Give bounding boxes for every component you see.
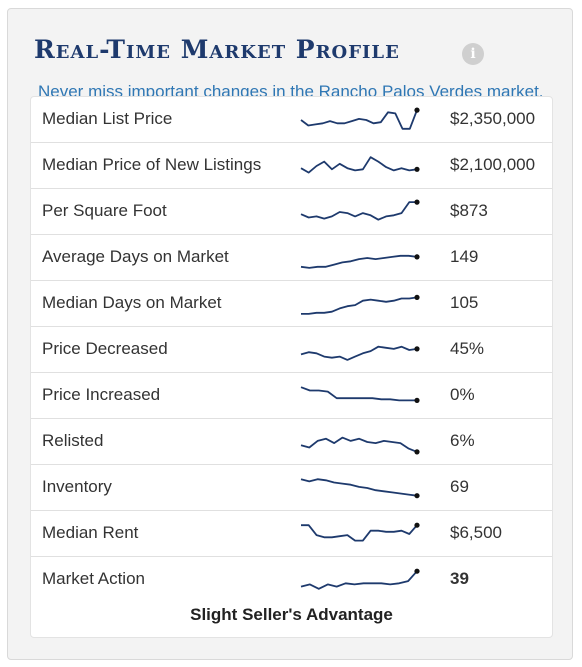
sparkline-chart bbox=[300, 107, 420, 130]
metric-row: Average Days on Market 149 bbox=[31, 235, 552, 281]
sparkline-endpoint bbox=[414, 397, 420, 403]
sparkline-endpoint bbox=[414, 294, 420, 300]
metric-label: Average Days on Market bbox=[42, 247, 229, 266]
metric-label: Median List Price bbox=[42, 109, 173, 128]
sparkline-endpoint bbox=[414, 166, 420, 172]
sparkline-trend-line bbox=[300, 386, 417, 402]
sparkline-endpoint bbox=[414, 449, 420, 455]
metric-value: 0% bbox=[450, 385, 475, 404]
metric-value: 69 bbox=[450, 477, 469, 496]
sparkline-trend-line bbox=[300, 345, 418, 361]
metric-row: Relisted 6% bbox=[31, 419, 552, 465]
metric-row: Price Decreased 45% bbox=[31, 327, 552, 373]
market-stats-table: Median List Price $2,350,000 Median Price … bbox=[30, 96, 553, 638]
metric-value: 105 bbox=[450, 293, 479, 312]
sparkline-trend-line bbox=[300, 109, 418, 130]
metric-label: Price Decreased bbox=[42, 339, 168, 358]
metric-label: Median Rent bbox=[42, 523, 139, 542]
metric-row: Inventory 69 bbox=[31, 465, 552, 511]
metric-label: Price Increased bbox=[42, 385, 161, 404]
sparkline-chart bbox=[300, 568, 420, 590]
metric-value: 39 bbox=[450, 569, 469, 588]
metric-label: Median Days on Market bbox=[42, 293, 222, 312]
sparkline-endpoint bbox=[414, 346, 420, 352]
metric-row: Per Square Foot $873 bbox=[31, 189, 552, 235]
metric-label: Market Action bbox=[42, 569, 145, 588]
metric-value: $2,350,000 bbox=[450, 109, 536, 128]
sparkline-endpoint bbox=[414, 107, 420, 113]
sparkline-chart bbox=[301, 522, 420, 542]
sparkline-chart bbox=[300, 386, 420, 403]
metric-label: Median Price of New Listings bbox=[42, 155, 262, 174]
metric-value: $873 bbox=[450, 201, 488, 220]
sparkline-endpoint bbox=[414, 254, 420, 260]
sparkline-trend-line bbox=[301, 524, 418, 542]
sparkline-trend-line bbox=[300, 201, 417, 221]
sparkline-endpoint bbox=[414, 568, 420, 574]
sparkline-chart bbox=[300, 156, 420, 174]
metric-value: 6% bbox=[450, 431, 475, 450]
metric-row: Median Price of New Listings $2,100,000 bbox=[31, 143, 552, 189]
sparkline-trend-line bbox=[301, 296, 418, 315]
metric-value: $2,100,000 bbox=[450, 155, 536, 174]
sparkline-trend-line bbox=[300, 478, 418, 497]
sparkline-trend-line bbox=[300, 254, 418, 269]
sparkline-chart bbox=[300, 254, 420, 269]
info-icon[interactable]: i bbox=[462, 43, 484, 65]
sparkline-chart bbox=[300, 345, 420, 361]
sparkline-trend-line bbox=[300, 570, 418, 590]
metric-label: Relisted bbox=[42, 431, 104, 450]
widget-title: Real-Time Market Profile bbox=[34, 35, 400, 64]
sparkline-trend-line bbox=[300, 156, 418, 174]
metric-value: 45% bbox=[450, 339, 485, 358]
sparkline-endpoint bbox=[414, 522, 420, 528]
metric-value: $6,500 bbox=[450, 523, 502, 542]
sparkline-chart bbox=[300, 199, 420, 221]
metric-row: Median List Price $2,350,000 bbox=[31, 97, 552, 143]
sparkline-chart bbox=[300, 436, 420, 455]
metric-row: Market Action 39 bbox=[31, 557, 552, 603]
metric-label: Inventory bbox=[42, 477, 112, 496]
sparkline-trend-line bbox=[300, 436, 418, 453]
sparkline-chart bbox=[300, 478, 420, 499]
sparkline-endpoint bbox=[414, 493, 420, 499]
metric-label: Per Square Foot bbox=[42, 201, 167, 220]
metric-row: Median Rent $6,500 bbox=[31, 511, 552, 557]
metric-row: Price Increased 0% bbox=[31, 373, 552, 419]
metric-value: 149 bbox=[450, 247, 479, 266]
sparkline-endpoint bbox=[414, 199, 420, 205]
sparkline-chart bbox=[301, 294, 420, 315]
market-verdict: Slight Seller's Advantage bbox=[190, 605, 393, 624]
metric-row: Median Days on Market 105 bbox=[31, 281, 552, 327]
